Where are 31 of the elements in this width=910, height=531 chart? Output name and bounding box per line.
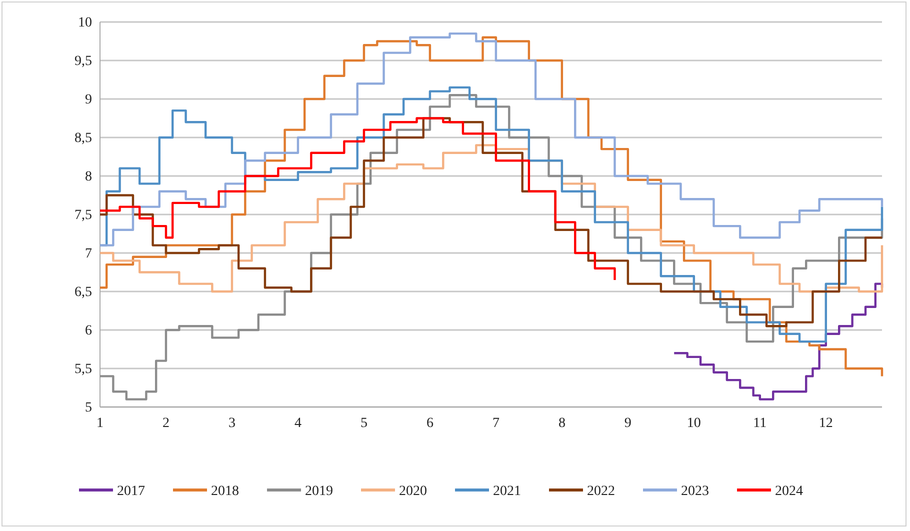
y-tick-label: 8,5 [74, 130, 92, 146]
legend-label: 2017 [117, 484, 145, 499]
y-tick-label: 6,5 [74, 284, 92, 300]
y-tick-label: 5,5 [74, 362, 92, 377]
x-tick-label: 2 [162, 416, 170, 431]
y-tick-label: 10 [78, 15, 92, 30]
y-tick-label: 5 [85, 400, 92, 416]
y-tick-label: 7,5 [74, 208, 92, 223]
legend-label: 2018 [211, 484, 239, 499]
y-tick-label: 8 [85, 169, 92, 184]
y-tick-label: 7 [85, 246, 92, 262]
x-tick-label: 10 [686, 416, 701, 431]
legend-label: 2023 [681, 484, 709, 499]
x-tick-label: 5 [360, 416, 368, 431]
x-tick-label: 6 [426, 416, 434, 431]
legend-label: 2021 [493, 484, 521, 499]
y-tick-label: 6 [85, 323, 92, 338]
legend-label: 2019 [305, 484, 333, 499]
x-tick-label: 9 [624, 416, 632, 431]
x-tick-label: 1 [96, 416, 104, 431]
legend-label: 2022 [587, 484, 615, 499]
x-tick-label: 3 [228, 416, 236, 431]
y-tick-label: 9,5 [74, 54, 92, 69]
legend-label: 2020 [399, 484, 427, 499]
legend-label: 2024 [775, 484, 803, 499]
x-tick-label: 11 [753, 416, 767, 431]
x-tick-label: 8 [558, 416, 566, 431]
x-tick-label: 7 [492, 416, 500, 431]
y-tick-label: 9 [85, 92, 92, 108]
x-tick-label: 12 [818, 416, 833, 431]
x-tick-label: 4 [294, 416, 302, 431]
